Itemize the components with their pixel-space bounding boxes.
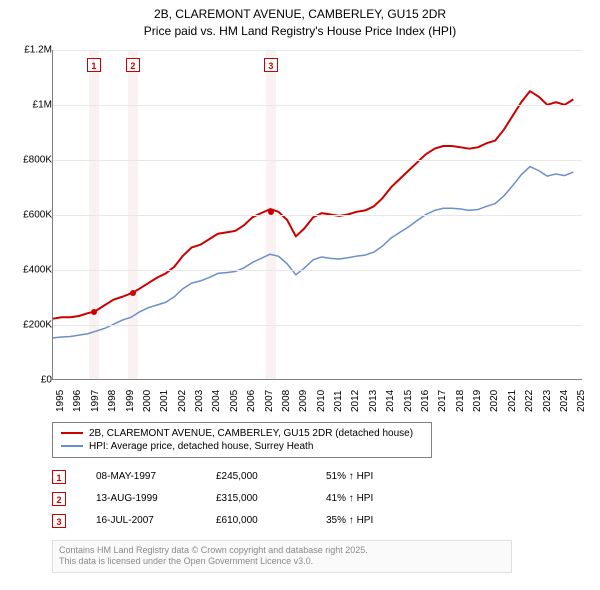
y-axis-label: £1M — [14, 99, 52, 110]
events-table: 1 08-MAY-1997 £245,000 51% ↑ HPI 2 13-AU… — [52, 466, 592, 532]
x-axis-label: 2009 — [298, 389, 309, 411]
event-date: 08-MAY-1997 — [96, 471, 186, 482]
y-axis-label: £400K — [14, 264, 52, 275]
gridline — [53, 325, 582, 326]
chart-area: 1 2 3 £0 £200K £400K £600K £800K £1M £1.2M 1995 19… — [8, 46, 592, 416]
x-axis-label: 2021 — [507, 389, 518, 411]
sale-data-point — [130, 290, 136, 296]
footer-line-2: This data is licensed under the Open Gov… — [59, 556, 505, 568]
event-price: £610,000 — [216, 515, 296, 526]
event-date: 13-AUG-1999 — [96, 493, 186, 504]
gridline — [53, 215, 582, 216]
series-line-hpi — [53, 166, 573, 337]
sale-marker-box: 3 — [264, 58, 278, 72]
event-row: 3 16-JUL-2007 £610,000 35% ↑ HPI — [52, 510, 592, 532]
x-axis-label: 2017 — [437, 389, 448, 411]
event-date: 16-JUL-2007 — [96, 515, 186, 526]
x-axis-label: 1995 — [55, 389, 66, 411]
gridline — [53, 270, 582, 271]
event-row: 1 08-MAY-1997 £245,000 51% ↑ HPI — [52, 466, 592, 488]
footer-attribution: Contains HM Land Registry data © Crown c… — [52, 540, 512, 573]
x-axis-label: 2006 — [246, 389, 257, 411]
legend-swatch — [61, 445, 83, 447]
x-axis-label: 2016 — [420, 389, 431, 411]
x-axis-label: 2025 — [576, 389, 587, 411]
x-axis-label: 2020 — [489, 389, 500, 411]
title-line-2: Price paid vs. HM Land Registry's House … — [8, 23, 592, 40]
event-marker: 2 — [52, 492, 66, 506]
y-axis-label: £200K — [14, 319, 52, 330]
event-marker: 3 — [52, 514, 66, 528]
x-axis-label: 1998 — [107, 389, 118, 411]
gridline — [53, 105, 582, 106]
footer-line-1: Contains HM Land Registry data © Crown c… — [59, 545, 505, 557]
event-price: £245,000 — [216, 471, 296, 482]
x-axis-label: 2018 — [455, 389, 466, 411]
y-axis-label: £0 — [14, 374, 52, 385]
x-axis-label: 2013 — [368, 389, 379, 411]
sale-data-point — [91, 309, 97, 315]
x-axis-label: 2014 — [385, 389, 396, 411]
x-axis-label: 2007 — [264, 389, 275, 411]
y-axis-label: £600K — [14, 209, 52, 220]
x-axis-label: 2015 — [403, 389, 414, 411]
x-axis-label: 2010 — [316, 389, 327, 411]
x-axis-label: 2011 — [333, 390, 344, 412]
legend-row: 2B, CLAREMONT AVENUE, CAMBERLEY, GU15 2D… — [61, 427, 423, 440]
x-axis-label: 2000 — [142, 389, 153, 411]
x-axis-label: 1999 — [125, 389, 136, 411]
legend-swatch — [61, 432, 83, 434]
event-pct: 35% ↑ HPI — [326, 515, 406, 526]
legend-label: 2B, CLAREMONT AVENUE, CAMBERLEY, GU15 2D… — [89, 428, 413, 439]
x-axis-label: 1996 — [72, 389, 83, 411]
x-axis-label: 2001 — [159, 389, 170, 411]
x-axis-label: 2024 — [559, 389, 570, 411]
x-axis-label: 2002 — [177, 389, 188, 411]
event-pct: 41% ↑ HPI — [326, 493, 406, 504]
event-price: £315,000 — [216, 493, 296, 504]
plot-area: 1 2 3 — [52, 50, 582, 380]
x-axis-label: 2003 — [194, 389, 205, 411]
legend-label: HPI: Average price, detached house, Surr… — [89, 441, 313, 452]
event-pct: 51% ↑ HPI — [326, 471, 406, 482]
x-axis-label: 2022 — [524, 389, 535, 411]
x-axis-label: 2012 — [350, 389, 361, 411]
y-axis-label: £1.2M — [14, 44, 52, 55]
title-block: 2B, CLAREMONT AVENUE, CAMBERLEY, GU15 2D… — [8, 6, 592, 40]
chart-container: 2B, CLAREMONT AVENUE, CAMBERLEY, GU15 2D… — [0, 0, 600, 579]
event-row: 2 13-AUG-1999 £315,000 41% ↑ HPI — [52, 488, 592, 510]
x-axis-label: 1997 — [90, 389, 101, 411]
gridline — [53, 50, 582, 51]
x-axis-label: 2004 — [211, 389, 222, 411]
x-axis-label: 2019 — [472, 389, 483, 411]
legend-row: HPI: Average price, detached house, Surr… — [61, 440, 423, 453]
y-axis-label: £800K — [14, 154, 52, 165]
x-axis-label: 2023 — [542, 389, 553, 411]
sale-marker-box: 2 — [126, 58, 140, 72]
event-marker: 1 — [52, 470, 66, 484]
sale-marker-box: 1 — [87, 58, 101, 72]
x-axis-label: 2008 — [281, 389, 292, 411]
title-line-1: 2B, CLAREMONT AVENUE, CAMBERLEY, GU15 2D… — [8, 6, 592, 23]
gridline — [53, 160, 582, 161]
series-line-price_paid — [53, 91, 573, 319]
x-axis-label: 2005 — [229, 389, 240, 411]
legend: 2B, CLAREMONT AVENUE, CAMBERLEY, GU15 2D… — [52, 422, 432, 458]
sale-data-point — [268, 209, 274, 215]
